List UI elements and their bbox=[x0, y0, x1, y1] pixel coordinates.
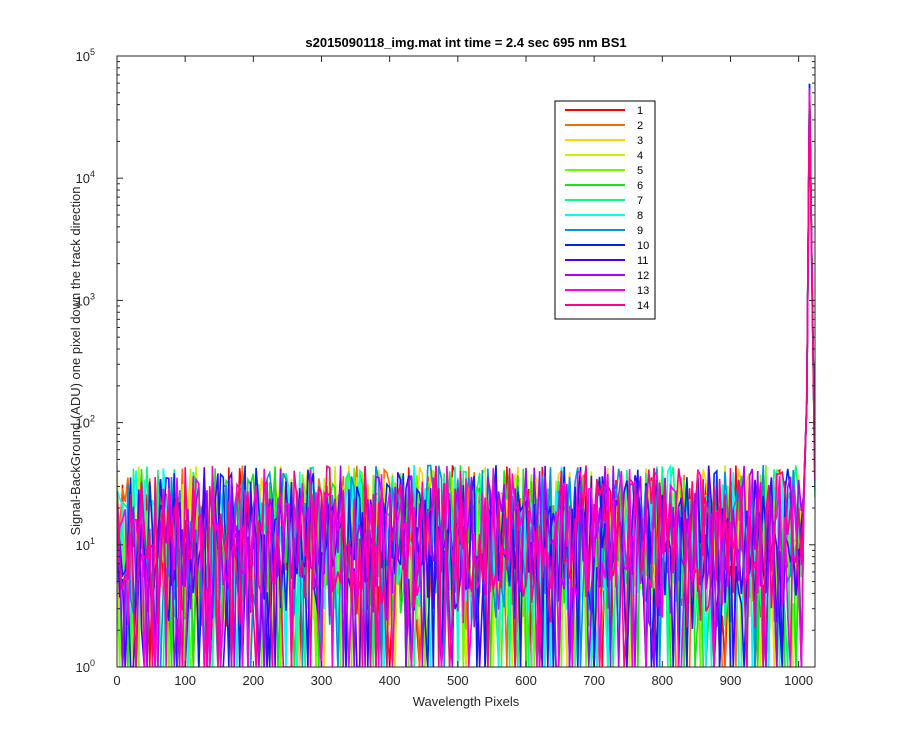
y-tick-label: 104 bbox=[76, 169, 95, 186]
legend-label: 6 bbox=[637, 180, 643, 192]
legend-label: 9 bbox=[637, 225, 643, 237]
y-tick-label: 101 bbox=[76, 536, 95, 553]
legend-label: 5 bbox=[637, 165, 643, 177]
legend-label: 11 bbox=[637, 255, 648, 267]
y-tick-label: 102 bbox=[76, 414, 95, 431]
x-axis: 0 100 200 300 400 500 600 700 800 900 1000 bbox=[113, 56, 813, 688]
x-tick-label: 500 bbox=[447, 673, 469, 688]
x-tick-label: 800 bbox=[651, 673, 673, 688]
legend-label: 8 bbox=[637, 210, 643, 222]
x-tick-label: 1000 bbox=[784, 673, 813, 688]
legend-label: 10 bbox=[637, 240, 649, 252]
chart-title: s2015090118_img.mat int time = 2.4 sec 6… bbox=[305, 35, 626, 50]
legend-label: 13 bbox=[637, 285, 649, 297]
x-tick-label: 700 bbox=[583, 673, 605, 688]
plot-frame bbox=[116, 55, 816, 668]
series-line-11 bbox=[117, 96, 815, 667]
y-tick-label: 105 bbox=[76, 47, 95, 64]
legend-label: 2 bbox=[637, 120, 643, 132]
x-tick-label: 600 bbox=[515, 673, 537, 688]
x-tick-label: 100 bbox=[174, 673, 196, 688]
series-layer bbox=[117, 83, 815, 667]
series-line-14 bbox=[117, 99, 815, 667]
legend-box bbox=[554, 100, 656, 320]
legend-label: 14 bbox=[637, 300, 649, 312]
y-axis-label: Signal-BackGround (ADU) one pixel down t… bbox=[68, 186, 83, 535]
x-tick-label: 900 bbox=[720, 673, 742, 688]
legend-label: 12 bbox=[637, 270, 649, 282]
x-tick-label: 200 bbox=[242, 673, 264, 688]
x-tick-label: 0 bbox=[113, 673, 120, 688]
legend-label: 4 bbox=[637, 150, 643, 162]
y-tick-label: 100 bbox=[76, 658, 95, 675]
x-axis-label: Wavelength Pixels bbox=[413, 694, 520, 709]
x-tick-label: 300 bbox=[311, 673, 333, 688]
legend-label: 1 bbox=[637, 105, 643, 117]
legend-label: 3 bbox=[637, 135, 643, 147]
legend-label: 7 bbox=[637, 195, 643, 207]
y-tick-label: 103 bbox=[76, 291, 95, 308]
x-tick-label: 400 bbox=[379, 673, 401, 688]
